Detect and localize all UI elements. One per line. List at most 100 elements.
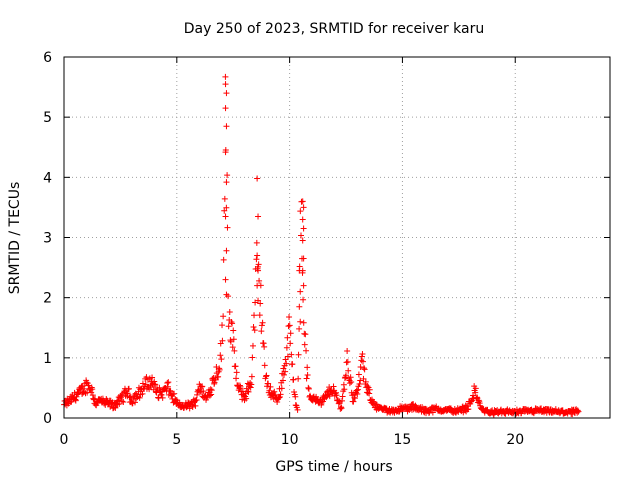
x-tick-label: 5 xyxy=(172,432,181,448)
data-point xyxy=(429,409,436,416)
data-point xyxy=(158,391,165,398)
data-point xyxy=(143,374,150,381)
data-point xyxy=(300,255,307,262)
data-point xyxy=(284,353,291,360)
data-point xyxy=(301,330,308,337)
data-point xyxy=(193,396,200,403)
data-point xyxy=(164,380,171,387)
data-point xyxy=(183,404,190,411)
data-point xyxy=(132,399,139,406)
data-point xyxy=(305,384,312,391)
data-point xyxy=(159,394,166,401)
y-tick-label: 5 xyxy=(43,110,52,126)
data-point xyxy=(286,322,293,329)
data-point xyxy=(245,388,252,395)
data-point xyxy=(299,198,306,205)
data-point xyxy=(216,366,223,373)
y-tick-label: 6 xyxy=(43,50,52,66)
data-point xyxy=(297,232,304,239)
data-point xyxy=(186,405,193,412)
data-point xyxy=(223,247,230,254)
data-point xyxy=(357,377,364,384)
data-point xyxy=(343,359,350,366)
data-point xyxy=(304,372,311,379)
x-tick-label: 20 xyxy=(506,432,524,448)
data-point xyxy=(192,402,199,409)
data-point xyxy=(351,395,358,402)
data-point xyxy=(247,384,254,391)
data-point xyxy=(220,313,227,320)
data-point xyxy=(575,408,582,415)
data-point xyxy=(300,225,307,232)
data-point xyxy=(120,398,127,405)
data-point xyxy=(217,352,224,359)
data-point xyxy=(303,347,310,354)
y-tick-label: 3 xyxy=(43,231,52,247)
data-point xyxy=(299,216,306,223)
data-point xyxy=(296,303,303,310)
data-point xyxy=(290,376,297,383)
data-point xyxy=(81,385,88,392)
data-point xyxy=(267,383,274,390)
data-point xyxy=(355,371,362,378)
data-point xyxy=(295,375,302,382)
data-point xyxy=(119,398,126,405)
data-point xyxy=(222,81,229,88)
data-point xyxy=(254,252,261,259)
data-point xyxy=(372,401,379,408)
data-point xyxy=(338,405,345,412)
data-point xyxy=(271,388,278,395)
data-point xyxy=(258,328,265,335)
data-point xyxy=(359,350,366,357)
data-point xyxy=(152,381,159,388)
data-point xyxy=(256,277,263,284)
data-point xyxy=(280,365,287,372)
data-points xyxy=(61,73,582,418)
data-point xyxy=(255,267,262,274)
data-point xyxy=(124,390,131,397)
data-point xyxy=(228,318,235,325)
data-point xyxy=(362,378,369,385)
data-point xyxy=(221,195,228,202)
data-point xyxy=(304,364,311,371)
data-point xyxy=(296,267,303,274)
data-point xyxy=(250,323,257,330)
data-point xyxy=(366,386,373,393)
y-tick-label: 1 xyxy=(43,351,52,367)
data-point xyxy=(224,172,231,179)
data-point xyxy=(344,358,351,365)
data-point xyxy=(261,362,268,369)
data-point xyxy=(232,363,239,370)
data-point xyxy=(297,318,304,325)
data-point xyxy=(287,340,294,347)
data-point xyxy=(125,385,132,392)
data-point xyxy=(300,282,307,289)
data-point xyxy=(476,400,483,407)
data-point xyxy=(251,327,258,334)
y-axis-label: SRMTID / TECUs xyxy=(7,182,23,295)
data-point xyxy=(344,348,351,355)
data-point xyxy=(204,393,211,400)
data-point xyxy=(233,375,240,382)
data-point xyxy=(356,380,363,387)
data-point xyxy=(364,389,371,396)
data-point xyxy=(354,390,361,397)
data-point xyxy=(339,397,346,404)
data-point xyxy=(318,399,325,406)
data-point xyxy=(220,256,227,263)
data-point xyxy=(251,312,258,319)
data-point xyxy=(346,380,353,387)
data-point xyxy=(207,392,213,399)
data-point xyxy=(253,239,260,246)
data-point xyxy=(345,367,352,374)
data-point xyxy=(215,373,222,380)
data-point xyxy=(354,386,361,393)
data-point xyxy=(89,392,96,399)
data-point xyxy=(475,397,482,404)
data-point xyxy=(284,334,291,341)
data-point xyxy=(166,387,173,394)
x-tick-label: 0 xyxy=(60,432,69,448)
data-point xyxy=(231,347,238,354)
data-point xyxy=(297,208,304,215)
data-point xyxy=(302,331,309,338)
